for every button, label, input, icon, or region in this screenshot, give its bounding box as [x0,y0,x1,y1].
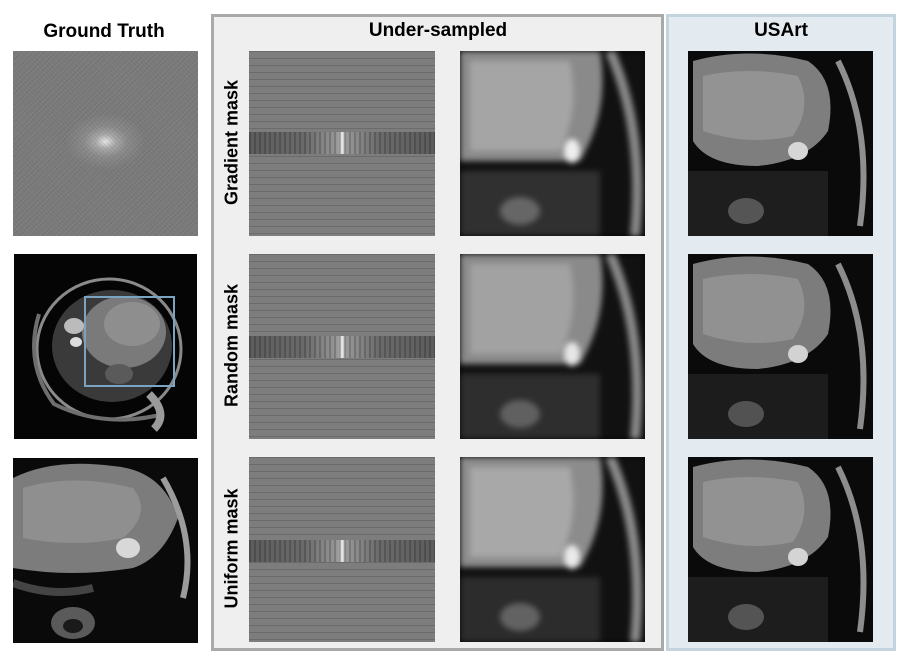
row-label-gradient: Gradient mask [221,79,242,206]
random-mask-kspace-image [249,254,435,439]
gt-kspace-image [13,51,198,236]
gradient-mask-undersampled-mri-image [460,51,645,236]
usart-title: USArt [754,20,808,41]
row-label-uniform: Uniform mask [221,488,242,609]
gt-full-mri-image [14,254,197,439]
gradient-mask-kspace-image [249,51,435,236]
gt-zoomed-mri-image [13,458,198,643]
uniform-mask-undersampled-mri-image [460,457,645,642]
uniform-mask-usart-mri-image [688,457,873,642]
gradient-mask-usart-mri-image [688,51,873,236]
ground-truth-title: Ground Truth [43,21,165,42]
random-mask-undersampled-mri-image [460,254,645,439]
zoom-region-box [84,296,175,387]
random-mask-usart-mri-image [688,254,873,439]
uniform-mask-kspace-image [249,457,435,642]
under-sampled-title: Under-sampled [368,20,508,41]
row-label-random: Random mask [221,283,242,408]
